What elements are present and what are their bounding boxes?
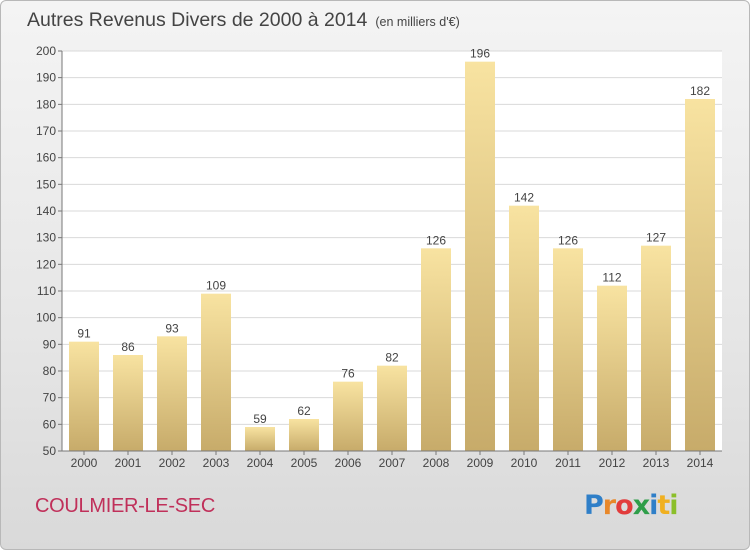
y-tick-label: 90: [43, 337, 57, 351]
logo-letter: i: [669, 490, 678, 521]
x-tick-label: 2006: [335, 456, 362, 470]
bar: [553, 248, 583, 451]
bar: [157, 336, 187, 451]
y-tick-label: 130: [36, 231, 56, 245]
y-tick-label: 170: [36, 124, 56, 138]
chart-title: Autres Revenus Divers de 2000 à 2014 (en …: [27, 9, 460, 32]
y-tick-label: 100: [36, 311, 56, 325]
bar: [333, 381, 363, 451]
data-label: 126: [426, 233, 446, 247]
data-label: 112: [602, 271, 621, 285]
commune-name: COULMIER-LE-SEC: [35, 495, 215, 517]
data-label: 76: [341, 367, 355, 381]
x-tick-label: 2014: [687, 456, 714, 470]
y-tick-label: 60: [43, 417, 57, 431]
x-tick-label: 2011: [555, 456, 581, 470]
data-label: 86: [121, 340, 135, 354]
bar: [201, 293, 231, 451]
data-label: 91: [77, 327, 91, 341]
x-tick-label: 2008: [423, 456, 450, 470]
chart-unit: (en milliers d'€): [375, 15, 460, 29]
y-tick-label: 180: [36, 97, 56, 111]
data-label: 109: [206, 279, 226, 293]
y-tick-label: 190: [36, 71, 56, 85]
bar: [597, 285, 627, 451]
x-tick-label: 2000: [71, 456, 98, 470]
x-tick-label: 2010: [511, 456, 538, 470]
y-tick-label: 120: [36, 257, 56, 271]
bar: [377, 365, 407, 451]
data-label: 59: [253, 412, 267, 426]
x-tick-label: 2005: [291, 456, 318, 470]
bar: [69, 341, 99, 451]
x-tick-label: 2007: [379, 456, 406, 470]
logo-letter: o: [615, 490, 634, 521]
data-label: 126: [558, 233, 578, 247]
x-tick-label: 2012: [599, 456, 626, 470]
x-tick-label: 2002: [159, 456, 186, 470]
y-tick-label: 140: [36, 204, 56, 218]
bar: [465, 61, 495, 452]
bar: [289, 419, 319, 451]
data-label: 182: [690, 84, 710, 98]
data-label: 93: [165, 321, 179, 335]
data-label: 127: [646, 231, 666, 245]
y-tick-label: 150: [36, 177, 56, 191]
proxiti-logo: Proxiti: [584, 490, 679, 521]
data-label: 62: [297, 404, 311, 418]
data-label: 142: [514, 191, 534, 205]
bar: [245, 427, 275, 451]
logo-letter: x: [632, 490, 650, 521]
logo-letter: r: [602, 490, 616, 521]
y-tick-label: 50: [43, 444, 57, 458]
chart-title-text: Autres Revenus Divers de 2000 à 2014: [27, 9, 368, 31]
x-tick-label: 2013: [643, 456, 670, 470]
logo-letter: i: [649, 490, 658, 521]
y-tick-label: 80: [43, 364, 57, 378]
y-tick-label: 110: [37, 284, 56, 298]
logo-letter: P: [584, 490, 604, 521]
bar: [113, 355, 143, 451]
y-tick-label: 160: [36, 151, 56, 165]
y-tick-label: 200: [36, 44, 56, 58]
data-label: 196: [470, 47, 490, 61]
x-tick-label: 2009: [467, 456, 494, 470]
x-tick-label: 2001: [115, 456, 142, 470]
data-label: 82: [385, 351, 399, 365]
x-tick-label: 2004: [247, 456, 274, 470]
y-tick-label: 70: [43, 391, 57, 405]
bar: [509, 205, 539, 451]
logo-letter: t: [657, 490, 670, 521]
bar: [421, 248, 451, 451]
bar: [685, 99, 715, 451]
x-tick-label: 2003: [203, 456, 230, 470]
bar: [641, 245, 671, 451]
